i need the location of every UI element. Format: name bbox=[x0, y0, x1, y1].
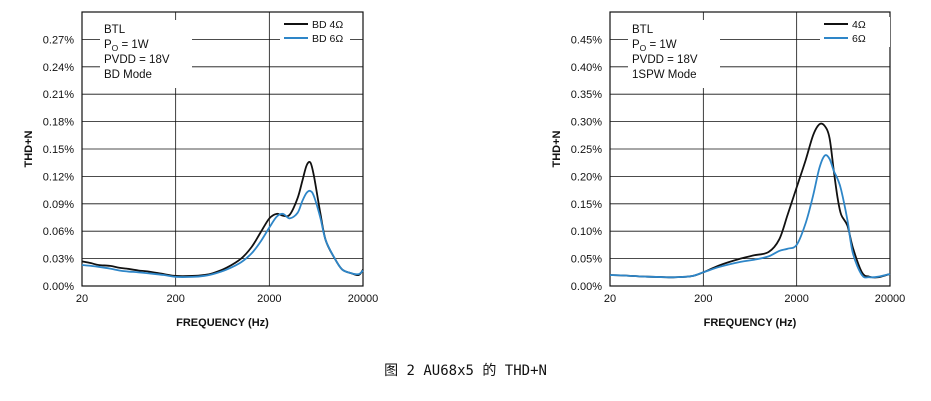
figure-caption: 图 2 AU68x5 的 THD+N bbox=[384, 363, 547, 379]
annotation-line: 1SPW Mode bbox=[632, 69, 697, 81]
legend-label: 4Ω bbox=[852, 19, 866, 31]
y-tick-label: 0.27% bbox=[43, 34, 74, 46]
annotation-po-subscript: O bbox=[112, 43, 119, 53]
chart-left: 0.00% 0.03% 0.06% 0.09% 0.12% 0.15% 0.18% 0.21%… bbox=[23, 11, 379, 329]
x-tick-label: 200 bbox=[694, 293, 712, 305]
y-tick-label: 0.20% bbox=[571, 171, 602, 183]
annotation-line: PVDD = 18V bbox=[104, 54, 170, 66]
x-tick-label: 20 bbox=[604, 293, 616, 305]
y-tick-label: 0.30% bbox=[571, 117, 602, 129]
x-axis-title: FREQUENCY (Hz) bbox=[176, 317, 269, 329]
y-tick-label: 0.09% bbox=[43, 199, 74, 211]
y-tick-label: 0.05% bbox=[571, 254, 602, 266]
legend-label: BD 6Ω bbox=[312, 33, 343, 45]
x-tick-label: 2000 bbox=[784, 293, 808, 305]
legend-background bbox=[820, 17, 890, 47]
y-tick-label: 0.40% bbox=[571, 62, 602, 74]
y-tick-label: 0.35% bbox=[571, 89, 602, 101]
annotation-line: PO = 1W bbox=[104, 39, 149, 53]
annotation-po-subscript: O bbox=[640, 43, 647, 53]
y-tick-label: 0.15% bbox=[571, 199, 602, 211]
legend-label: 6Ω bbox=[852, 33, 866, 45]
annotation-po: P bbox=[632, 39, 640, 51]
y-tick-label: 0.10% bbox=[571, 226, 602, 238]
annotation-line: BD Mode bbox=[104, 69, 152, 81]
annotation-line: PO = 1W bbox=[632, 39, 677, 53]
x-tick-label: 200 bbox=[166, 293, 184, 305]
annotation-line: BTL bbox=[104, 24, 126, 36]
y-tick-label: 0.12% bbox=[43, 171, 74, 183]
x-tick-label: 20 bbox=[76, 293, 88, 305]
x-tick-label: 20000 bbox=[875, 293, 906, 305]
series-line-blue bbox=[81, 189, 364, 278]
annotation-po-value: = 1W bbox=[646, 39, 677, 51]
series-line-blue bbox=[609, 154, 891, 279]
y-tick-label: 0.03% bbox=[43, 254, 74, 266]
y-tick-label: 0.15% bbox=[43, 144, 74, 156]
x-tick-label: 2000 bbox=[257, 293, 281, 305]
y-tick-label: 0.18% bbox=[43, 117, 74, 129]
legend-background bbox=[280, 17, 350, 47]
y-axis-title: THD+N bbox=[23, 130, 35, 167]
y-tick-label: 0.45% bbox=[571, 34, 602, 46]
y-tick-label: 0.24% bbox=[43, 62, 74, 74]
annotation-background bbox=[100, 20, 192, 88]
y-axis-title: THD+N bbox=[551, 130, 563, 167]
y-tick-label: 0.00% bbox=[43, 281, 74, 293]
annotation-background bbox=[628, 20, 720, 88]
chart-right: 0.00% 0.05% 0.10% 0.15% 0.20% 0.25% 0.30% 0.35%… bbox=[551, 11, 906, 329]
annotation-po: P bbox=[104, 39, 112, 51]
x-tick-label: 20000 bbox=[348, 293, 379, 305]
annotation-line: PVDD = 18V bbox=[632, 54, 698, 66]
annotation-line: BTL bbox=[632, 24, 654, 36]
y-tick-label: 0.06% bbox=[43, 226, 74, 238]
annotation-po-value: = 1W bbox=[118, 39, 149, 51]
x-axis-title: FREQUENCY (Hz) bbox=[704, 317, 797, 329]
series-line-black bbox=[609, 122, 891, 279]
y-tick-label: 0.21% bbox=[43, 89, 74, 101]
y-tick-label: 0.25% bbox=[571, 144, 602, 156]
legend-label: BD 4Ω bbox=[312, 19, 343, 31]
y-tick-label: 0.00% bbox=[571, 281, 602, 293]
